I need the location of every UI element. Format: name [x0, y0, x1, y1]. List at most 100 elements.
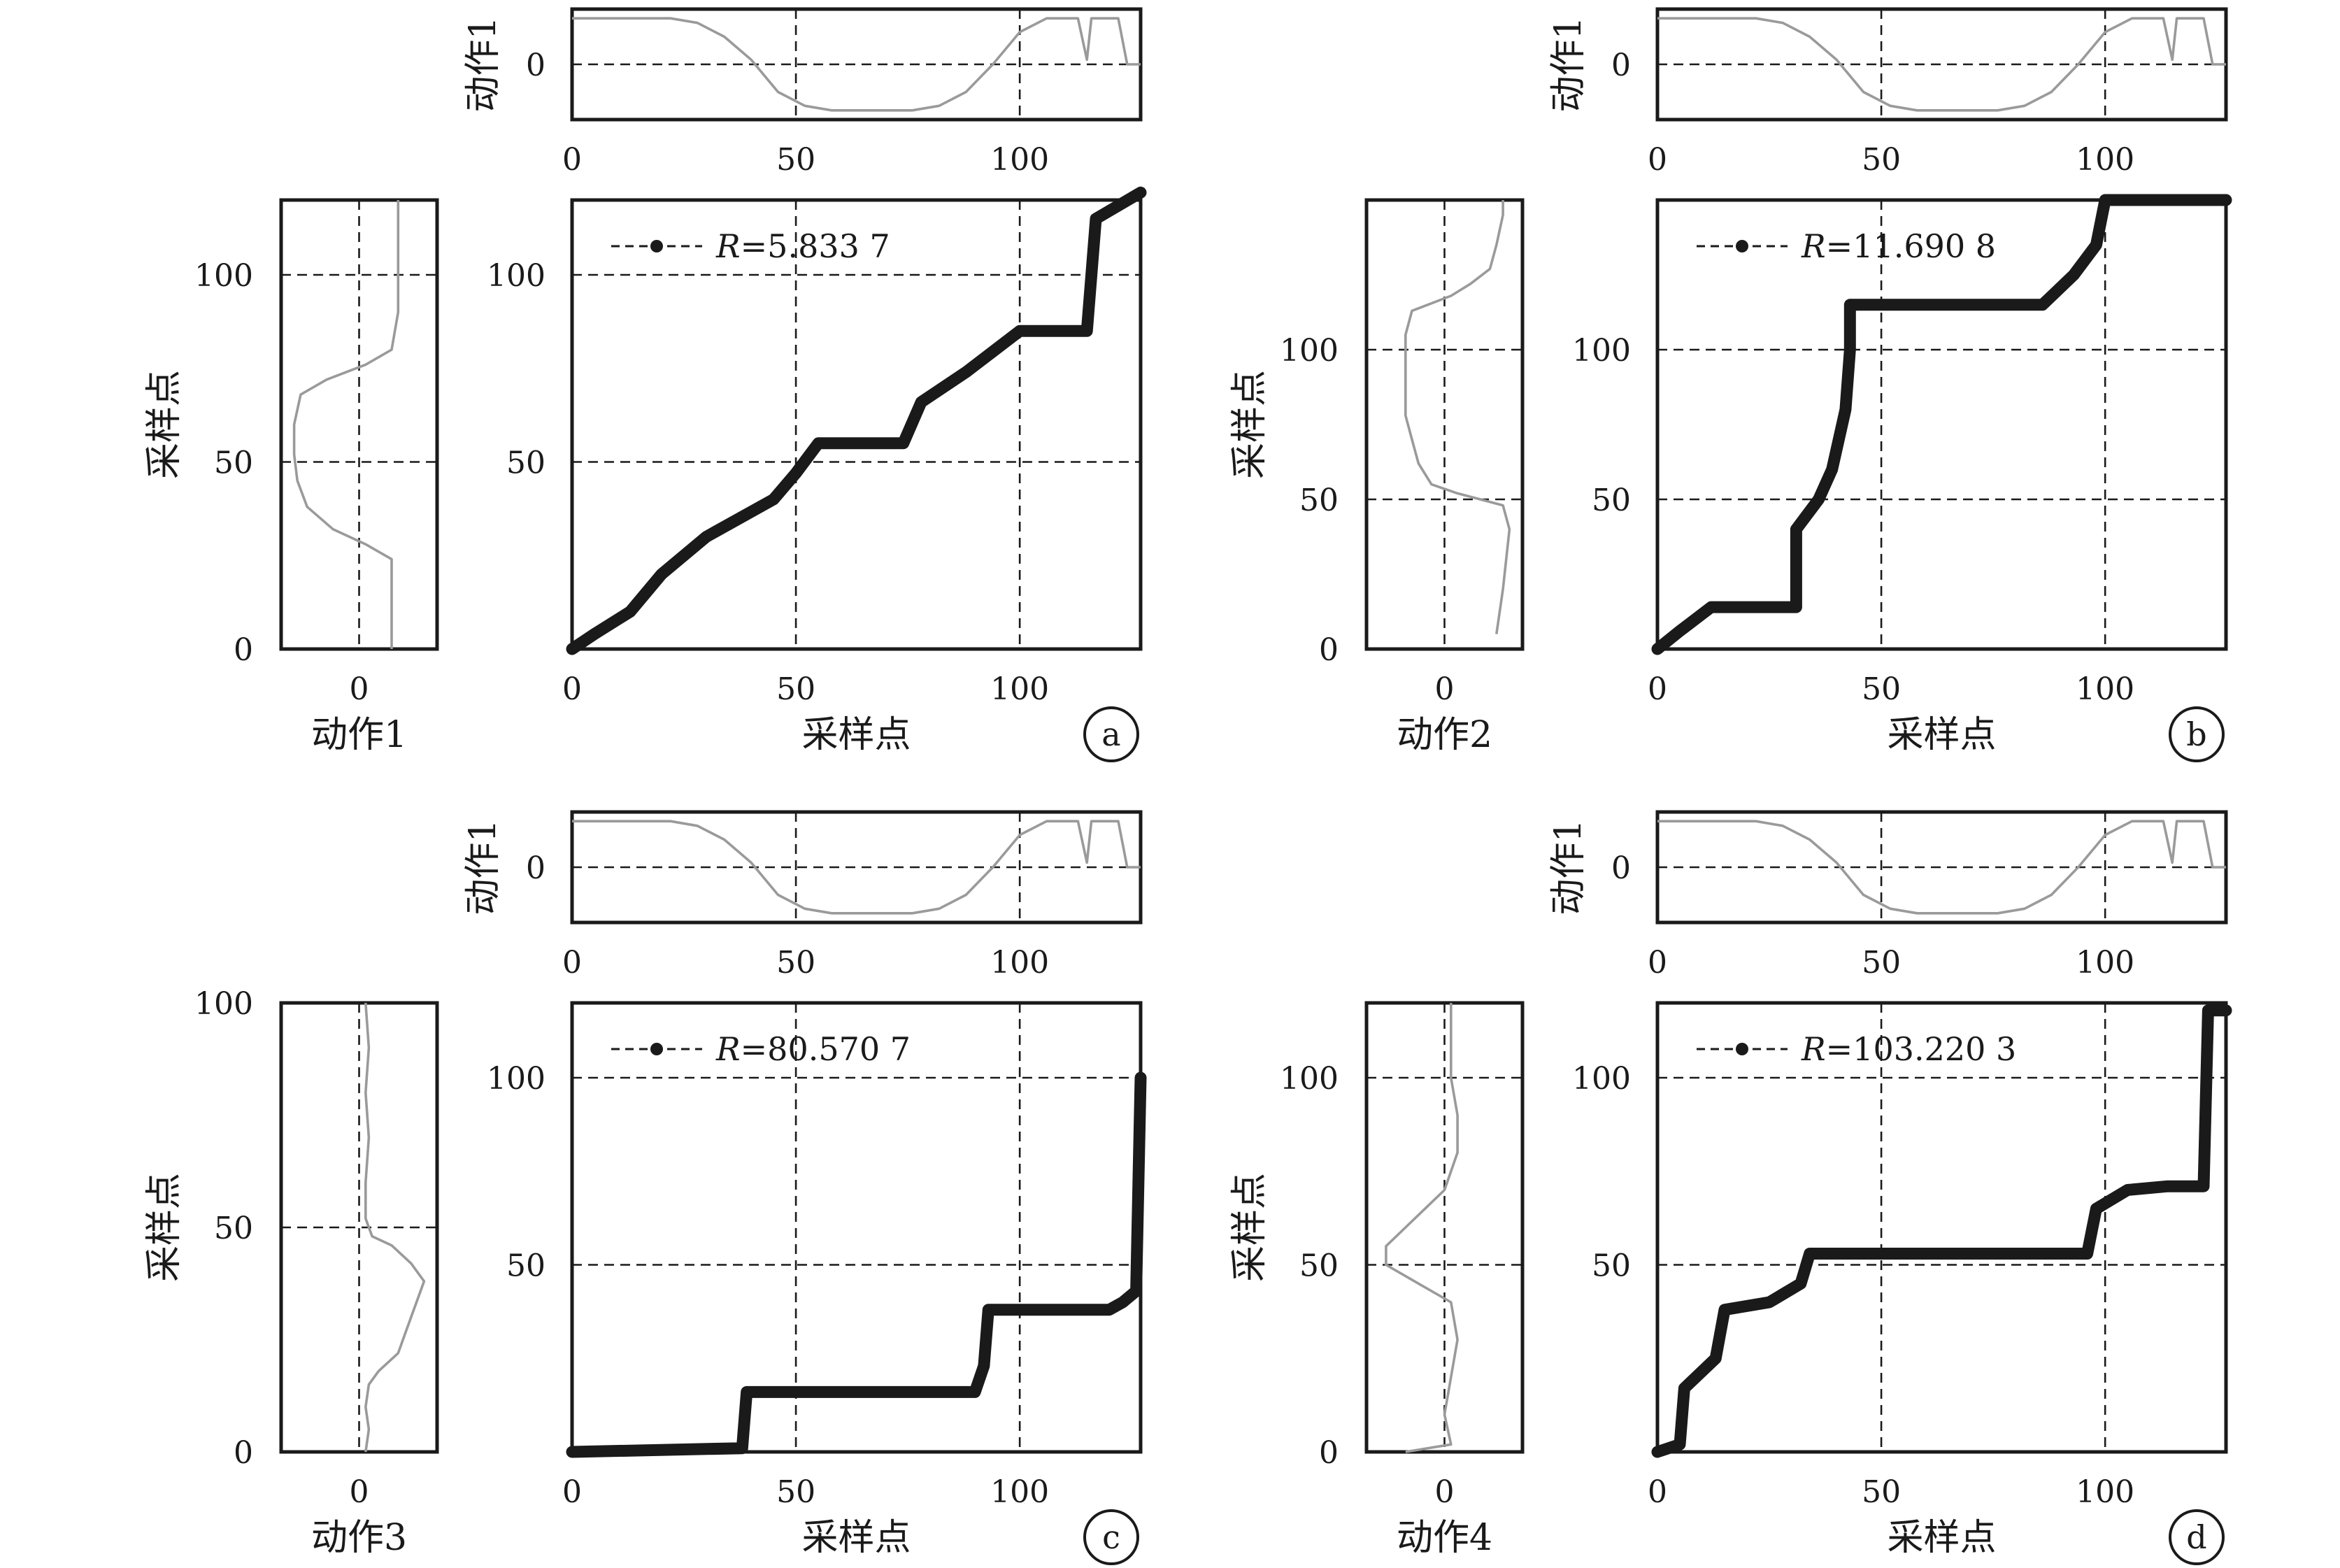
left-y-tick-label: 50	[1299, 483, 1339, 518]
panel-badge-label: c	[1102, 1518, 1120, 1556]
top-x-tick-label: 0	[1648, 142, 1667, 178]
left-series-line	[364, 1002, 426, 1453]
legend-text: R=80.570 7	[715, 1030, 911, 1068]
left-plot-frame	[1364, 1001, 1525, 1454]
left-y-tick-label: 100	[1280, 333, 1339, 369]
panel-badge-label: d	[2186, 1518, 2206, 1556]
warping-path-line	[566, 1071, 1147, 1458]
legend-value: =5.833 7	[741, 227, 890, 265]
main-x-axis-label: 采样点	[801, 714, 911, 756]
panel-badge	[1083, 706, 1139, 762]
legend-text: R=103.220 3	[1801, 1030, 2016, 1068]
top-x-tick-label: 50	[776, 142, 815, 178]
main-x-tick-label: 0	[1648, 671, 1667, 707]
panel-a: 0 50 100 50 100 R=5.833 7 采样点 a 0 50 100 0 动作1 0 0 50 10…	[143, 7, 1147, 762]
left-plot-frame	[279, 1001, 439, 1454]
left-series-line	[1385, 1003, 1459, 1453]
main-plot-frame	[1655, 198, 2228, 651]
panel-badge-label: a	[1101, 715, 1120, 753]
top-x-tick-label: 50	[776, 945, 815, 981]
legend-variable: R	[715, 1030, 741, 1068]
panel-c: 0 50 100 50 100 R=80.570 7 采样点 c 0 50 100 0 动作1 0 0 50 1…	[143, 810, 1147, 1565]
top-x-tick-label: 0	[562, 945, 582, 981]
left-x-tick-label: 0	[350, 671, 369, 707]
legend-marker	[1736, 1043, 1748, 1055]
panel-badge	[1083, 1509, 1139, 1565]
legend-marker	[650, 240, 663, 252]
top-x-tick-label: 100	[2076, 142, 2134, 178]
legend-marker	[1736, 240, 1748, 252]
main-y-tick-label: 100	[1572, 333, 1631, 369]
left-y-tick-label: 0	[234, 1435, 253, 1471]
legend-value: =80.570 7	[741, 1030, 911, 1068]
main-y-tick-label: 100	[1572, 1061, 1631, 1097]
main-x-tick-label: 0	[1648, 1474, 1667, 1510]
left-y-axis-label: 采样点	[143, 370, 185, 479]
panel-badge	[2169, 706, 2225, 762]
main-y-tick-label: 50	[1592, 483, 1631, 518]
left-y-tick-label: 0	[1319, 1435, 1339, 1471]
top-y-axis-label: 动作1	[462, 16, 504, 112]
main-y-tick-label: 100	[487, 258, 545, 294]
top-y-axis-label: 动作1	[462, 819, 504, 915]
main-x-tick-label: 100	[2076, 671, 2134, 707]
legend-text: R=5.833 7	[715, 227, 890, 265]
main-plot-frame	[1655, 1001, 2228, 1454]
legend-variable: R	[715, 227, 741, 265]
main-x-tick-label: 100	[990, 671, 1049, 707]
left-plot-frame	[1364, 198, 1525, 651]
left-y-axis-label: 采样点	[1229, 370, 1271, 479]
left-y-tick-label: 100	[194, 986, 253, 1022]
top-series-line	[1657, 820, 2226, 915]
left-y-axis-label: 采样点	[143, 1173, 185, 1282]
panel-d: 0 50 100 50 100 R=103.220 3 采样点 d 0 50 100 0 动作1 0 0 50…	[1229, 810, 2232, 1565]
left-x-axis-label: 动作1	[311, 714, 407, 756]
legend-text: R=11.690 8	[1801, 227, 1996, 265]
top-y-axis-label: 动作1	[1548, 819, 1590, 915]
top-x-tick-label: 100	[2076, 945, 2134, 981]
main-x-axis-label: 采样点	[801, 1517, 911, 1559]
left-x-axis-label: 动作4	[1397, 1517, 1492, 1559]
top-y-tick-label: 0	[526, 48, 545, 83]
legend-value: =103.220 3	[1826, 1030, 2017, 1068]
top-y-axis-label: 动作1	[1548, 16, 1590, 112]
main-plot-frame	[570, 1001, 1143, 1454]
panel-b: 0 50 100 50 100 R=11.690 8 采样点 b 0 50 100 0 动作1 0 0 50 1…	[1229, 7, 2232, 762]
left-x-axis-label: 动作3	[311, 1517, 407, 1559]
left-y-tick-label: 0	[1319, 632, 1339, 668]
left-y-tick-label: 50	[214, 1211, 253, 1246]
panel-badge-label: b	[2186, 715, 2206, 753]
left-y-tick-label: 50	[1299, 1248, 1339, 1284]
main-x-tick-label: 100	[990, 1474, 1049, 1510]
main-x-tick-label: 50	[1862, 671, 1901, 707]
main-x-tick-label: 50	[1862, 1474, 1901, 1510]
panel-badge	[2169, 1509, 2225, 1565]
left-y-tick-label: 0	[234, 632, 253, 668]
top-x-tick-label: 50	[1862, 142, 1901, 178]
legend-variable: R	[1801, 1030, 1826, 1068]
main-x-tick-label: 100	[2076, 1474, 2134, 1510]
left-series-line	[292, 200, 400, 649]
main-y-tick-label: 50	[506, 446, 545, 481]
left-x-tick-label: 0	[350, 1474, 369, 1510]
top-y-tick-label: 0	[1611, 48, 1631, 83]
main-x-tick-label: 0	[562, 671, 582, 707]
top-x-tick-label: 100	[990, 142, 1049, 178]
top-x-tick-label: 0	[1648, 945, 1667, 981]
main-x-tick-label: 0	[562, 1474, 582, 1510]
top-series-line	[1657, 17, 2226, 112]
left-series-line	[1404, 200, 1511, 634]
top-series-line	[572, 17, 1141, 112]
top-x-tick-label: 0	[562, 142, 582, 178]
main-y-tick-label: 50	[506, 1248, 545, 1284]
left-x-tick-label: 0	[1435, 1474, 1455, 1510]
main-x-axis-label: 采样点	[1887, 714, 1996, 756]
left-plot-frame	[279, 198, 439, 651]
top-x-tick-label: 100	[990, 945, 1049, 981]
main-y-tick-label: 50	[1592, 1248, 1631, 1284]
top-y-tick-label: 0	[1611, 850, 1631, 886]
warping-path-line	[1651, 1004, 2232, 1458]
main-plot-frame	[570, 198, 1143, 651]
legend-marker	[650, 1043, 663, 1055]
